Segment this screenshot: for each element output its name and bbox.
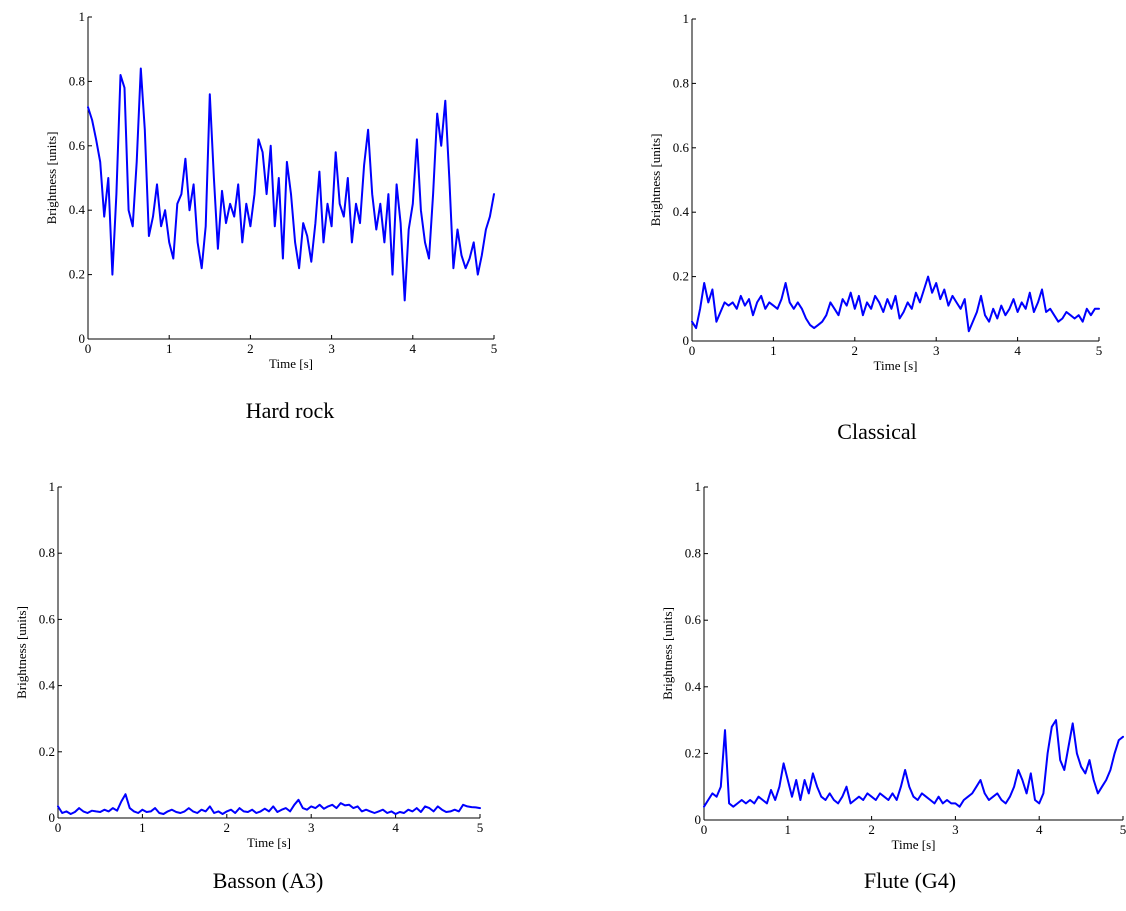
y-axis-label: Brightness [units]	[14, 606, 29, 699]
y-tick-label: 0.4	[69, 202, 86, 217]
caption-hard-rock: Hard rock	[245, 398, 335, 423]
y-tick-label: 0.6	[69, 138, 86, 153]
x-tick-label: 5	[477, 820, 484, 835]
y-axis-label: Brightness [units]	[660, 607, 675, 700]
chart-panel-classical: 0 1 2 3 4 5 0 0.2 0.4 0.6 0.8 1 Time [s] Brightness […	[0, 0, 1126, 455]
brightness-plot-classical: 0 1 2 3 4 5 0 0.2 0.4 0.6 0.8 1 Time [s] Brightness […	[648, 11, 1103, 373]
chart-panel-basson: 0 1 2 3 4 5 0 0.2 0.4 0.6 0.8 1 Time [s] Brightness […	[14, 479, 484, 893]
x-tick-label: 2	[852, 343, 859, 358]
x-axis-label: Time [s]	[269, 356, 313, 371]
x-tick-label: 0	[55, 820, 62, 835]
y-tick-label: 0.6	[673, 140, 690, 155]
brightness-series-line	[87, 67, 495, 302]
x-tick-label: 2	[247, 341, 254, 356]
y-tick-label: 0.8	[673, 75, 689, 90]
x-axis-label: Time [s]	[247, 835, 291, 850]
y-tick-label: 0.8	[69, 73, 85, 88]
x-tick-label: 3	[308, 820, 315, 835]
caption-basson: Basson (A3)	[212, 868, 324, 893]
y-tick-label: 0	[683, 333, 690, 348]
x-tick-label: 0	[701, 822, 708, 837]
brightness-plot-basson: 0 1 2 3 4 5 0 0.2 0.4 0.6 0.8 1 Time [s] Brightness […	[14, 479, 484, 850]
y-tick-label: 1	[49, 479, 56, 494]
y-axis-label: Brightness [units]	[648, 134, 663, 227]
y-tick-label: 0.4	[39, 678, 56, 693]
x-tick-label: 5	[1120, 822, 1126, 837]
brightness-series-line	[703, 719, 1124, 808]
y-tick-label: 0.6	[685, 612, 702, 627]
y-tick-label: 1	[683, 11, 690, 26]
x-axis-label: Time [s]	[874, 358, 918, 373]
caption-classical: Classical	[837, 419, 917, 444]
x-tick-label: 4	[1036, 822, 1043, 837]
y-tick-label: 0.2	[673, 269, 689, 284]
x-axis-label: Time [s]	[892, 837, 936, 852]
caption-flute: Flute (G4)	[863, 868, 957, 893]
x-tick-label: 1	[139, 820, 146, 835]
x-tick-label: 3	[933, 343, 940, 358]
y-tick-label: 1	[695, 479, 702, 494]
x-tick-label: 0	[85, 341, 92, 356]
brightness-plot-hard-rock: 0 1 2 3 4 5 0 0.2 0.4 0.6 0.8 1 Time [s] Brightness […	[44, 9, 498, 371]
y-tick-label: 0.8	[685, 546, 701, 561]
y-tick-label: 0.6	[39, 611, 56, 626]
y-tick-label: 0	[79, 331, 86, 346]
y-axis-label: Brightness [units]	[44, 132, 59, 225]
y-tick-label: 0	[49, 810, 56, 825]
x-tick-label: 3	[328, 341, 335, 356]
x-tick-label: 5	[491, 341, 498, 356]
x-tick-label: 2	[224, 820, 231, 835]
x-tick-label: 4	[410, 341, 417, 356]
x-tick-label: 1	[166, 341, 173, 356]
y-tick-label: 0.4	[673, 204, 690, 219]
x-tick-label: 1	[770, 343, 777, 358]
x-tick-label: 1	[785, 822, 792, 837]
x-tick-label: 0	[689, 343, 696, 358]
x-tick-label: 2	[868, 822, 875, 837]
x-tick-label: 3	[952, 822, 959, 837]
x-tick-label: 5	[1096, 343, 1103, 358]
y-tick-label: 1	[79, 9, 86, 24]
brightness-series-line	[691, 275, 1100, 333]
y-tick-label: 0	[695, 812, 702, 827]
y-tick-label: 0.8	[39, 545, 55, 560]
y-tick-label: 0.2	[685, 745, 701, 760]
y-tick-label: 0.4	[685, 679, 702, 694]
brightness-series-line	[57, 793, 481, 815]
chart-panel-hard-rock: 0 1 2 3 4 5 0 0.2 0.4 0.6 0.8 1 Time [s] Brightness […	[0, 0, 563, 455]
x-tick-label: 4	[1014, 343, 1021, 358]
x-tick-label: 4	[392, 820, 399, 835]
y-tick-label: 0.2	[39, 744, 55, 759]
y-tick-label: 0.2	[69, 267, 85, 282]
